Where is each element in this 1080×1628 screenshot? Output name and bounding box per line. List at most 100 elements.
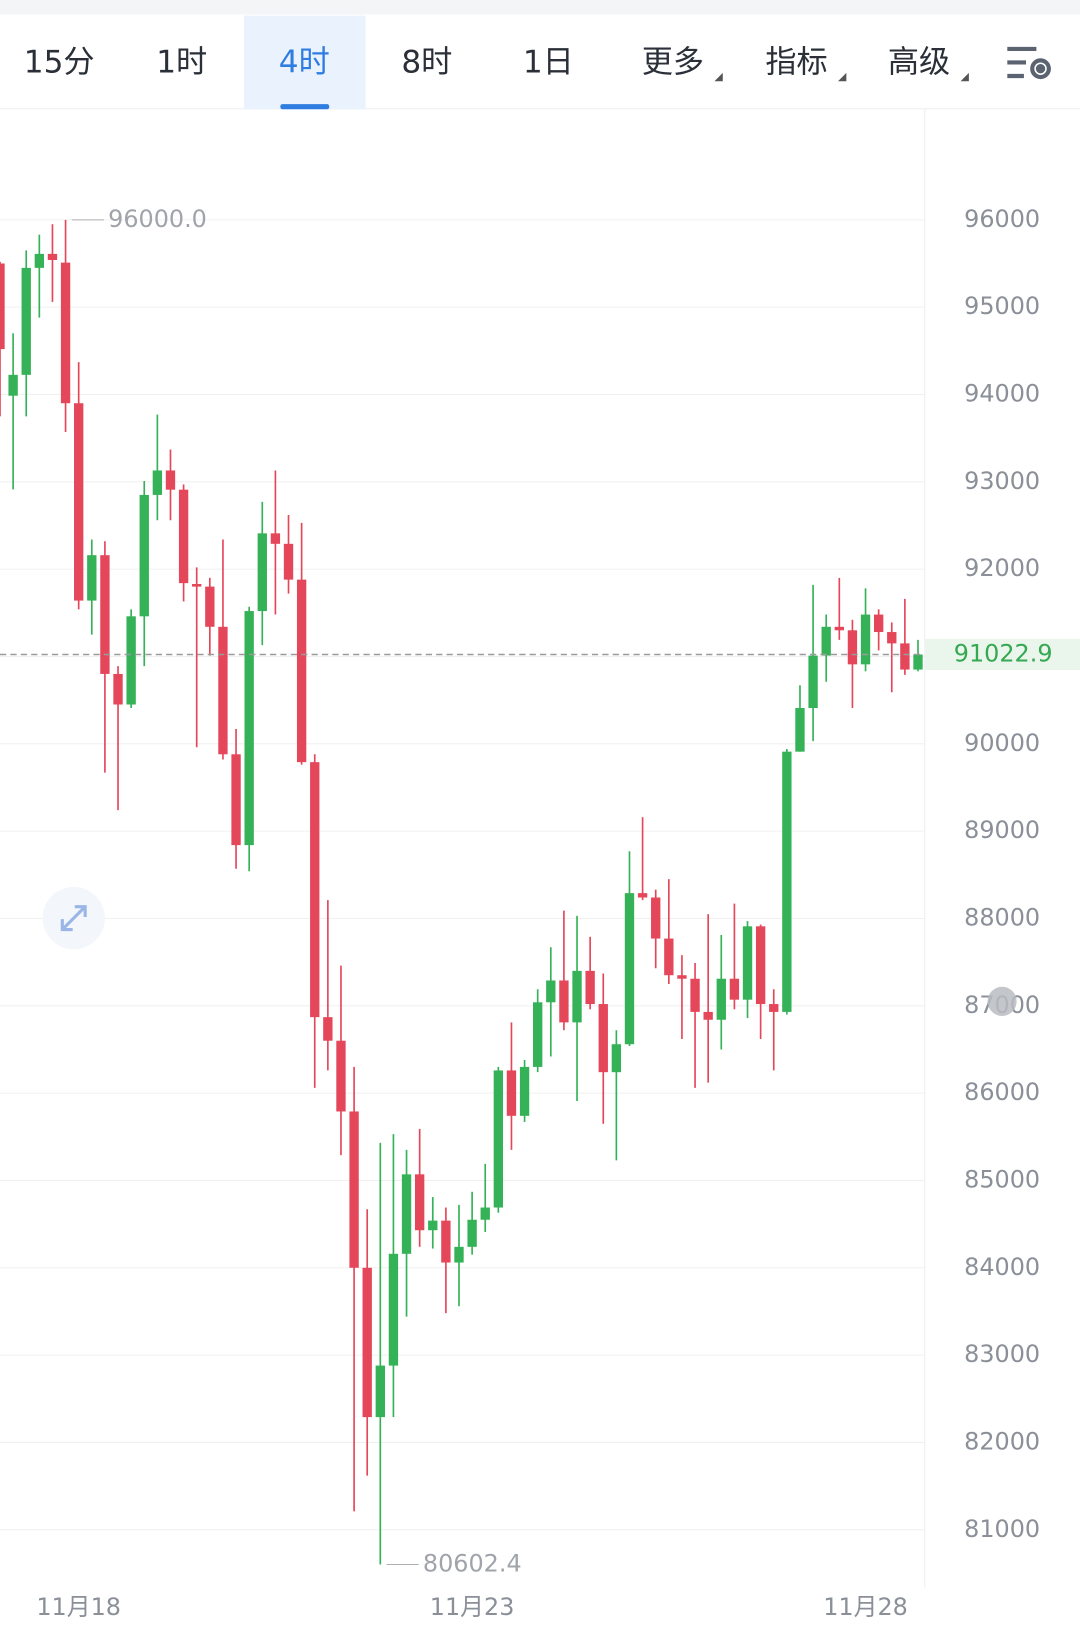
candle-body <box>533 1002 543 1067</box>
candle-body <box>323 1017 333 1041</box>
candle-body <box>703 1011 713 1020</box>
x-tick-label: 11月18 <box>36 1593 121 1621</box>
candle-body <box>585 970 595 1005</box>
active-tab-underline <box>280 104 330 110</box>
active-tab-bg <box>244 15 366 110</box>
candle-body <box>296 579 307 763</box>
candle-body <box>336 1040 346 1112</box>
candle-body <box>87 555 97 601</box>
candle-body <box>257 533 267 612</box>
candle-body <box>231 754 241 846</box>
y-tick-label: 92000 <box>964 554 1040 582</box>
candle-body <box>900 643 910 670</box>
candle-body <box>428 1220 438 1231</box>
expand-button[interactable] <box>42 886 105 950</box>
k-button[interactable] <box>987 986 1017 1016</box>
candle-body <box>598 1004 608 1073</box>
candle-body <box>546 980 556 1003</box>
tab[interactable]: 15分 <box>24 44 95 80</box>
candle-body <box>664 938 674 976</box>
candle-body <box>126 616 136 705</box>
y-tick-label: 89000 <box>964 816 1040 844</box>
candle-body <box>480 1207 490 1220</box>
y-tick-label: 84000 <box>964 1253 1040 1281</box>
candle-body <box>441 1220 451 1263</box>
y-tick-label: 90000 <box>964 729 1040 757</box>
toolbar: 15分 1时 4时 8时 1日 更多 指标 高级 <box>24 15 969 110</box>
candle-body <box>414 1174 425 1231</box>
candle-body <box>729 978 740 1000</box>
tab[interactable]: 指标 <box>765 44 827 80</box>
candle-body <box>21 267 31 375</box>
toolbar-divider <box>0 108 1080 110</box>
y-tick-label: 94000 <box>964 379 1040 407</box>
settings-icon[interactable] <box>1007 46 1051 80</box>
dropdown-marker <box>960 72 969 82</box>
candle-body <box>506 1070 517 1116</box>
candle-body <box>519 1066 530 1116</box>
candle-body <box>782 751 792 1012</box>
candle-body <box>34 253 45 268</box>
y-tick-label: 93000 <box>964 467 1040 495</box>
candle-body <box>178 489 189 584</box>
candle-body <box>651 897 661 939</box>
candle-body <box>205 586 215 627</box>
candle-body <box>559 980 569 1023</box>
candle-body <box>401 1174 412 1254</box>
tab[interactable]: 4时 <box>279 44 330 80</box>
candle-body <box>716 978 726 1020</box>
dropdown-marker <box>714 72 723 82</box>
tab[interactable]: 1时 <box>156 44 207 80</box>
candle-body <box>283 543 294 580</box>
tab[interactable]: 更多 <box>642 44 704 80</box>
candle-body <box>677 975 687 979</box>
last-price-box <box>925 638 1080 671</box>
x-tick-label: 11月28 <box>823 1593 908 1621</box>
candle-body <box>467 1219 477 1247</box>
candle-body <box>8 374 18 396</box>
y-tick-label: 83000 <box>964 1340 1040 1368</box>
candle-body <box>152 470 163 495</box>
candle-body <box>0 263 5 350</box>
y-tick-label: 81000 <box>964 1515 1040 1543</box>
candle-body <box>834 626 844 631</box>
candle-body <box>388 1253 399 1366</box>
candle-body <box>821 626 831 656</box>
candle-body <box>349 1111 359 1268</box>
candle-body <box>611 1044 622 1073</box>
candle-body <box>873 614 884 633</box>
candle-body <box>624 893 635 1045</box>
candle-body <box>165 470 176 490</box>
low-label: 80602.4 <box>423 1549 522 1577</box>
candle-body <box>47 253 58 261</box>
candle-body <box>362 1267 372 1418</box>
y-tick-label: 95000 <box>964 292 1040 320</box>
candle-body <box>310 762 320 1018</box>
tab[interactable]: 高级 <box>888 44 950 80</box>
candle-body <box>270 533 281 544</box>
candle-body <box>454 1246 464 1263</box>
candle-body <box>755 926 766 1005</box>
candle-body <box>847 630 858 665</box>
candle-body <box>913 654 923 670</box>
plot-area: 8100082000830008400085000860008700088000… <box>0 205 1080 1621</box>
candle-body <box>808 655 818 709</box>
axis-divider <box>924 109 926 1588</box>
candle-body <box>637 893 648 898</box>
dropdown-marker <box>838 72 847 82</box>
candle-body <box>218 626 228 755</box>
tab[interactable]: 8时 <box>401 44 452 80</box>
candle-body <box>375 1365 385 1418</box>
candle-body <box>60 262 71 404</box>
top-strip <box>0 0 1080 15</box>
x-tick-label: 11月23 <box>430 1593 515 1621</box>
tab[interactable]: 1日 <box>523 44 574 80</box>
last-price-label: 91022.9 <box>954 639 1053 667</box>
y-tick-label: 82000 <box>964 1427 1040 1455</box>
candle-body <box>139 494 149 617</box>
candle-body <box>113 673 123 705</box>
candle-body <box>860 614 871 665</box>
candle-body <box>887 632 897 644</box>
y-tick-label: 88000 <box>964 903 1040 931</box>
